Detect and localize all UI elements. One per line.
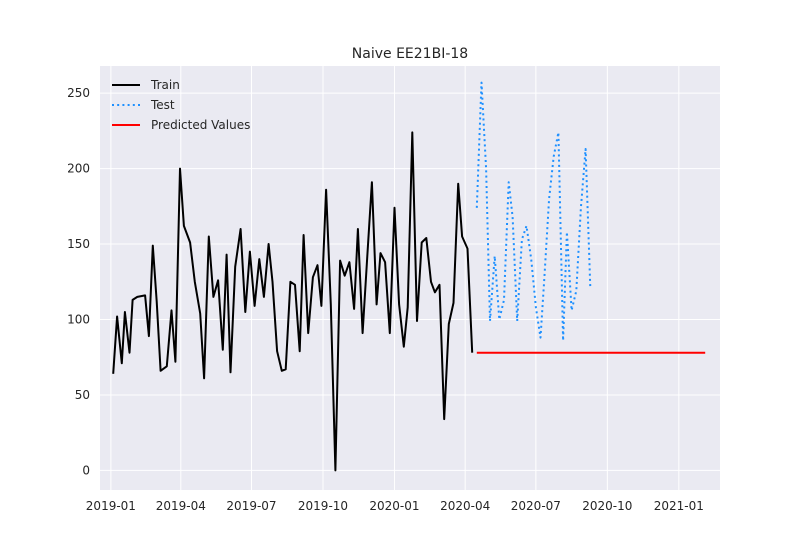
series-line-train [112,131,474,472]
y-tick-label: 0 [82,463,90,477]
y-tick-label: 50 [75,388,90,402]
y-tick-label: 100 [67,312,90,326]
x-tick-label: 2019-10 [298,499,348,513]
legend-label: Test [150,98,175,112]
plot-area [100,66,720,490]
x-tick-label: 2019-07 [226,499,276,513]
legend: Train Test Predicted Values [112,78,250,132]
y-tick-label: 250 [67,86,90,100]
legend-label: Train [150,78,180,92]
series-line-test [475,81,592,342]
x-tick-label: 2020-07 [511,499,561,513]
chart-title: Naive EE21BI-18 [352,46,468,62]
x-tick-label: 2020-04 [440,499,490,513]
legend-label: Predicted Values [151,118,250,132]
x-tick-label: 2019-04 [156,499,206,513]
x-tick-label: 2020-10 [582,499,632,513]
y-tick-label: 150 [67,237,90,251]
series-layer [112,81,706,472]
x-tick-label: 2019-01 [86,499,136,513]
y-tick-label: 200 [67,162,90,176]
axes: 0 50 100 150 200 250 2019-01 2019-04 2019-07 2019… [67,86,704,513]
x-tick-label: 2021-01 [654,499,704,513]
x-tick-label: 2020-01 [369,499,419,513]
